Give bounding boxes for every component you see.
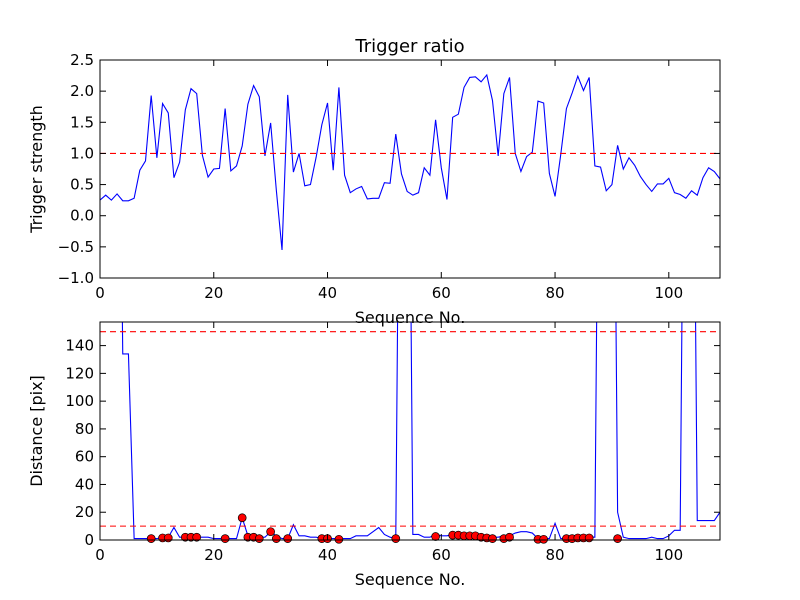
top-x-tick-label: 20 xyxy=(204,284,223,302)
bottom-y-tick-label: 80 xyxy=(75,420,94,438)
bottom-x-tick-label: 80 xyxy=(545,546,564,564)
detection-marker xyxy=(505,532,514,542)
bottom-x-tick-label: 20 xyxy=(204,546,223,564)
bottom-x-tick-label: 40 xyxy=(318,546,337,564)
top-y-tick-label: 1.0 xyxy=(70,144,94,162)
bottom-y-tick-label: 140 xyxy=(65,337,94,355)
detection-marker xyxy=(254,534,264,543)
top-x-tick-label: 80 xyxy=(545,284,564,302)
bottom-series-line xyxy=(121,322,720,540)
detection-marker xyxy=(488,534,497,543)
top-x-tick-label: 0 xyxy=(95,284,105,302)
top-chart-title: Trigger ratio xyxy=(354,36,464,57)
top-y-tick-label: 1.5 xyxy=(70,113,94,131)
detection-marker xyxy=(237,513,247,523)
top-y-tick-label: 0.5 xyxy=(70,176,94,194)
bottom-x-axis-label: Sequence No. xyxy=(355,570,466,589)
detection-marker xyxy=(163,533,173,543)
top-series-line xyxy=(100,73,720,251)
top-subplot: Trigger ratio 0 20 40 60 80 100 −1.0 −0.5 0.0 0.5… xyxy=(27,36,721,302)
bottom-y-tick-label: 100 xyxy=(65,392,94,410)
top-axes-frame xyxy=(99,59,721,279)
detection-marker xyxy=(220,534,230,543)
bottom-y-tick-label: 120 xyxy=(65,364,94,382)
top-y-axis-label: Trigger strength xyxy=(27,105,46,234)
top-plot-area xyxy=(99,59,721,279)
top-tick-labels: 0 20 40 60 80 100 −1.0 −0.5 0.0 0.5 1.0 1.5 2.0 2.5 xyxy=(58,51,684,302)
detection-marker xyxy=(146,534,156,543)
bottom-y-tick-label: 20 xyxy=(75,503,94,521)
top-x-tick-label: 100 xyxy=(654,284,683,302)
top-y-tick-label: −0.5 xyxy=(58,238,94,256)
top-y-tick-label: 2.5 xyxy=(70,51,94,69)
top-x-tick-label: 40 xyxy=(318,284,337,302)
bottom-subplot: 0 20 40 60 80 100 0 20 40 60 80 100 120 140 Sequence … xyxy=(27,321,721,589)
bottom-y-tick-label: 60 xyxy=(75,448,94,466)
bottom-plot-area xyxy=(99,321,721,544)
detection-marker xyxy=(539,534,549,544)
detection-marker xyxy=(266,527,275,537)
bottom-tick-labels: 0 20 40 60 80 100 0 20 40 60 80 100 120 140 xyxy=(65,337,683,564)
bottom-axes-frame xyxy=(99,321,721,541)
bottom-y-tick-label: 0 xyxy=(84,531,94,549)
detection-marker xyxy=(334,534,344,544)
detection-marker xyxy=(613,534,622,543)
top-y-tick-label: 2.0 xyxy=(70,82,94,100)
detection-marker xyxy=(271,534,281,543)
detection-marker xyxy=(391,534,401,543)
top-y-tick-label: 0.0 xyxy=(70,207,94,225)
bottom-y-tick-label: 40 xyxy=(75,475,94,493)
top-x-tick-label: 60 xyxy=(432,284,451,302)
detection-marker xyxy=(192,532,202,542)
detection-marker xyxy=(283,534,293,543)
detection-marker xyxy=(431,532,440,541)
bottom-x-tick-label: 100 xyxy=(654,546,683,564)
top-y-tick-label: −1.0 xyxy=(58,269,94,287)
bottom-x-tick-label: 0 xyxy=(95,546,105,564)
top-x-axis-label: Sequence No. xyxy=(355,308,466,327)
bottom-x-tick-label: 60 xyxy=(432,546,451,564)
bottom-y-axis-label: Distance [pix] xyxy=(27,375,46,487)
detection-marker xyxy=(584,533,594,543)
